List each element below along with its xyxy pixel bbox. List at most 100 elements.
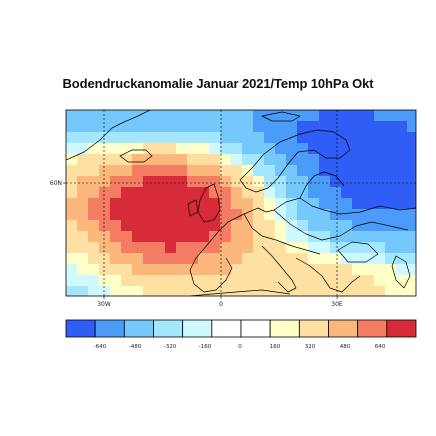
field-cell [220, 143, 232, 155]
field-cell [286, 242, 298, 254]
field-cell [374, 143, 386, 155]
field-cell [286, 253, 298, 265]
field-cell [121, 198, 133, 210]
field-cell [220, 253, 232, 265]
field-cell [407, 209, 416, 221]
field-cell [165, 132, 177, 144]
field-cell [242, 154, 254, 166]
field-cell [154, 154, 166, 166]
field-cell [352, 264, 364, 276]
field-cell [286, 132, 298, 144]
field-cell [374, 176, 386, 188]
field-cell [264, 121, 276, 133]
field-cell [352, 110, 364, 122]
field-cell [341, 176, 353, 188]
field-cell [231, 275, 243, 287]
colorbar-swatch [357, 319, 388, 338]
field-cell [253, 165, 265, 177]
field-cell [77, 154, 89, 166]
field-cell [341, 242, 353, 254]
colorbar-tick-label: 160 [270, 344, 281, 350]
field-cell [231, 165, 243, 177]
field-cell [110, 110, 122, 122]
field-cell [143, 176, 155, 188]
field-cell [264, 110, 276, 122]
field-cell [209, 154, 221, 166]
field-cell [297, 286, 309, 296]
field-cell [286, 220, 298, 232]
field-cell [341, 110, 353, 122]
field-cell [396, 231, 408, 243]
field-cell [374, 253, 386, 265]
field-cell [198, 209, 210, 221]
field-cell [264, 264, 276, 276]
colorbar-swatch [298, 319, 329, 338]
field-cell [209, 231, 221, 243]
field-cell [330, 209, 342, 221]
field-cell [99, 242, 111, 254]
field-cell [77, 275, 89, 287]
field-cell [374, 264, 386, 276]
field-cell [407, 242, 416, 254]
field-cell [77, 286, 89, 296]
field-cell [275, 110, 287, 122]
field-cell [242, 187, 254, 199]
field-cell [319, 242, 331, 254]
field-cell [319, 264, 331, 276]
field-cell [209, 110, 221, 122]
field-cell [264, 231, 276, 243]
field-cell [319, 198, 331, 210]
field-cell [286, 187, 298, 199]
field-cell [66, 253, 78, 265]
field-cell [242, 198, 254, 210]
field-cell [308, 187, 320, 199]
field-cell [319, 286, 331, 296]
field-cell [99, 253, 111, 265]
field-cell [165, 209, 177, 221]
field-cell [165, 176, 177, 188]
colorbar-tick-label: -640 [94, 344, 107, 350]
field-cell [396, 165, 408, 177]
iceland-coast [119, 149, 153, 163]
field-cell [407, 264, 416, 276]
field-cell [385, 242, 397, 254]
field-cell [319, 143, 331, 155]
field-cell [341, 165, 353, 177]
field-cell [132, 264, 144, 276]
field-cell [220, 187, 232, 199]
greenland-coast [66, 110, 151, 161]
field-cell [330, 110, 342, 122]
field-cell [154, 253, 166, 265]
field-cell [110, 220, 122, 232]
field-cell [308, 121, 320, 133]
field-cell [110, 209, 122, 221]
field-cell [198, 198, 210, 210]
field-cell [308, 143, 320, 155]
field-cell [319, 132, 331, 144]
field-cell [319, 253, 331, 265]
field-cell [308, 275, 320, 287]
field-cell [187, 220, 199, 232]
field-cell [275, 242, 287, 254]
field-cell [231, 132, 243, 144]
field-cell [363, 198, 375, 210]
field-cell [330, 165, 342, 177]
field-cell [88, 264, 100, 276]
field-cell [363, 121, 375, 133]
field-cell [88, 209, 100, 221]
field-cell [275, 253, 287, 265]
italy-coast [261, 245, 297, 293]
field-cell [187, 253, 199, 265]
field-cell [308, 209, 320, 221]
field-cell [165, 187, 177, 199]
field-cell [110, 121, 122, 133]
field-cell [176, 242, 188, 254]
colorbar-swatch [123, 319, 154, 338]
field-cell [198, 242, 210, 254]
field-cell [154, 231, 166, 243]
field-cell [363, 264, 375, 276]
field-cell [231, 176, 243, 188]
field-cell [176, 264, 188, 276]
field-cell [363, 220, 375, 232]
field-cell [209, 242, 221, 254]
